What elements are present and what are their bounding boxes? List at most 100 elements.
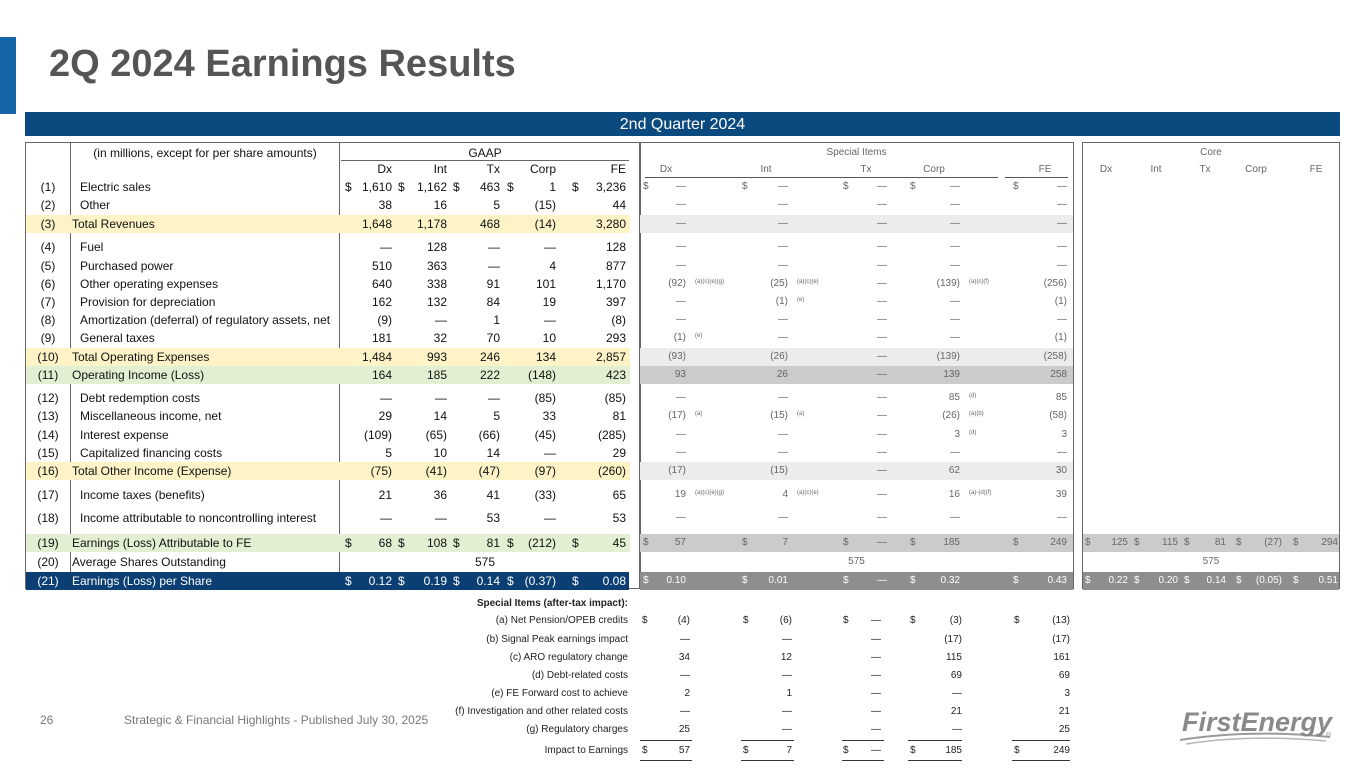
row-number: (12)	[37, 391, 59, 405]
special-cell: —	[877, 447, 887, 458]
special-cell: (58)	[1049, 410, 1067, 421]
gaap-cell: 0.19	[423, 574, 447, 588]
special-cell: 26	[776, 369, 788, 380]
special-cell: —	[676, 181, 686, 192]
row-band-19	[26, 534, 630, 552]
special-cell: 0.10	[666, 575, 686, 586]
gaap-cell: 10	[433, 446, 447, 460]
gaap-cell: (47)	[478, 464, 500, 478]
dollar-sign: $	[1085, 575, 1091, 586]
gaap-cell: 84	[486, 295, 500, 309]
special-cell: (26)	[770, 351, 788, 362]
footnote-value: —	[782, 706, 792, 717]
row-label: General taxes	[80, 331, 155, 345]
gaap-cell: 463	[479, 180, 500, 194]
svg-text:®: ®	[1326, 731, 1332, 739]
footnote-label: (e) FE Forward cost to achieve	[491, 688, 628, 699]
special-cell: (1)	[1054, 296, 1067, 307]
special-cell: —	[877, 296, 887, 307]
footnote-value: 25	[1058, 724, 1070, 735]
gaap-cell: 246	[479, 350, 500, 364]
gaap-cell: 29	[378, 409, 392, 423]
gaap-cell: 45	[612, 536, 626, 550]
gaap-cell: 38	[378, 198, 392, 212]
gaap-cell: 53	[486, 511, 500, 525]
gaap-cell: 91	[486, 277, 500, 291]
gaap-cell: 2,857	[595, 350, 626, 364]
gaap-cell: (85)	[604, 391, 626, 405]
special-merged-value: 575	[848, 556, 865, 567]
special-cell: 93	[674, 369, 686, 380]
dollar-sign: $	[843, 537, 849, 548]
footnote-value: 2	[684, 688, 690, 699]
special-cell: —	[1057, 260, 1067, 271]
dollar-sign: $	[507, 180, 514, 194]
special-cell: —	[950, 447, 960, 458]
gaap-cell: 19	[542, 295, 556, 309]
total-rule	[640, 740, 692, 741]
row-number: (16)	[37, 464, 59, 478]
footnote-ref: (a)	[797, 411, 805, 417]
special-cell: —	[676, 392, 686, 403]
dollar-sign: $	[642, 615, 648, 626]
dollar-sign: $	[1184, 575, 1190, 586]
row-number: (5)	[40, 259, 56, 273]
gaap-cell: —	[435, 391, 447, 405]
core-cell: 115	[1162, 537, 1178, 548]
special-cell: —	[877, 332, 887, 343]
gaap-cell: (285)	[597, 428, 626, 442]
special-cell: —	[778, 512, 788, 523]
special-col-fe: FE	[1038, 164, 1052, 175]
dollar-sign: $	[507, 536, 514, 550]
special-cell: (26)	[942, 410, 960, 421]
footnote-value: —	[871, 615, 881, 626]
special-cell: (15)	[770, 465, 788, 476]
footnote-value: 115	[946, 652, 962, 663]
special-cell: —	[877, 575, 887, 586]
row-number: (15)	[37, 446, 59, 460]
row-label: Earnings (Loss) per Share	[72, 574, 213, 588]
special-cell: 62	[948, 465, 960, 476]
special-cell: —	[778, 392, 788, 403]
special-cell: 0.32	[940, 575, 960, 586]
gaap-cell: 70	[486, 331, 500, 345]
dollar-sign: $	[1013, 575, 1019, 586]
gaap-cell: 41	[486, 488, 500, 502]
gaap-cell: 640	[371, 277, 392, 291]
dollar-sign: $	[910, 575, 916, 586]
special-cell: —	[950, 260, 960, 271]
dollar-sign: $	[843, 575, 849, 586]
special-cell: 85	[948, 392, 960, 403]
gaap-cell: 1,178	[416, 217, 447, 231]
gaap-cell: (41)	[425, 464, 447, 478]
special-cell: —	[1057, 241, 1067, 252]
core-cell: 0.14	[1206, 575, 1226, 586]
gaap-cell: (65)	[425, 428, 447, 442]
dollar-sign: $	[910, 181, 916, 192]
core-row-band-21	[1083, 572, 1339, 590]
special-col-tx: Tx	[860, 164, 872, 175]
special-cell: 0.01	[768, 575, 788, 586]
footnote-value: —	[680, 706, 690, 717]
dollar-sign: $	[843, 181, 849, 192]
gaap-cell: 1,610	[361, 180, 392, 194]
special-cell: —	[877, 181, 887, 192]
gaap-cell: 1,170	[595, 277, 626, 291]
special-cell: (1)	[1054, 332, 1067, 343]
gaap-col-fe: FE	[610, 162, 626, 176]
special-cell: 0.43	[1047, 575, 1067, 586]
footnote-ref: (a)(b)	[969, 411, 984, 417]
footnote-value: 34	[678, 652, 690, 663]
footnote-value: 3	[1064, 688, 1070, 699]
total-rule	[741, 740, 794, 741]
gaap-header: GAAP	[468, 146, 502, 160]
special-cell: —	[778, 314, 788, 325]
row-number: (8)	[40, 313, 56, 327]
footnote-value: —	[871, 634, 881, 645]
special-cell: —	[950, 296, 960, 307]
special-cell: 16	[948, 489, 960, 500]
special-cell: (17)	[668, 465, 686, 476]
dollar-sign: $	[643, 537, 649, 548]
row-label: Fuel	[80, 240, 104, 254]
core-cell: 125	[1111, 537, 1128, 548]
